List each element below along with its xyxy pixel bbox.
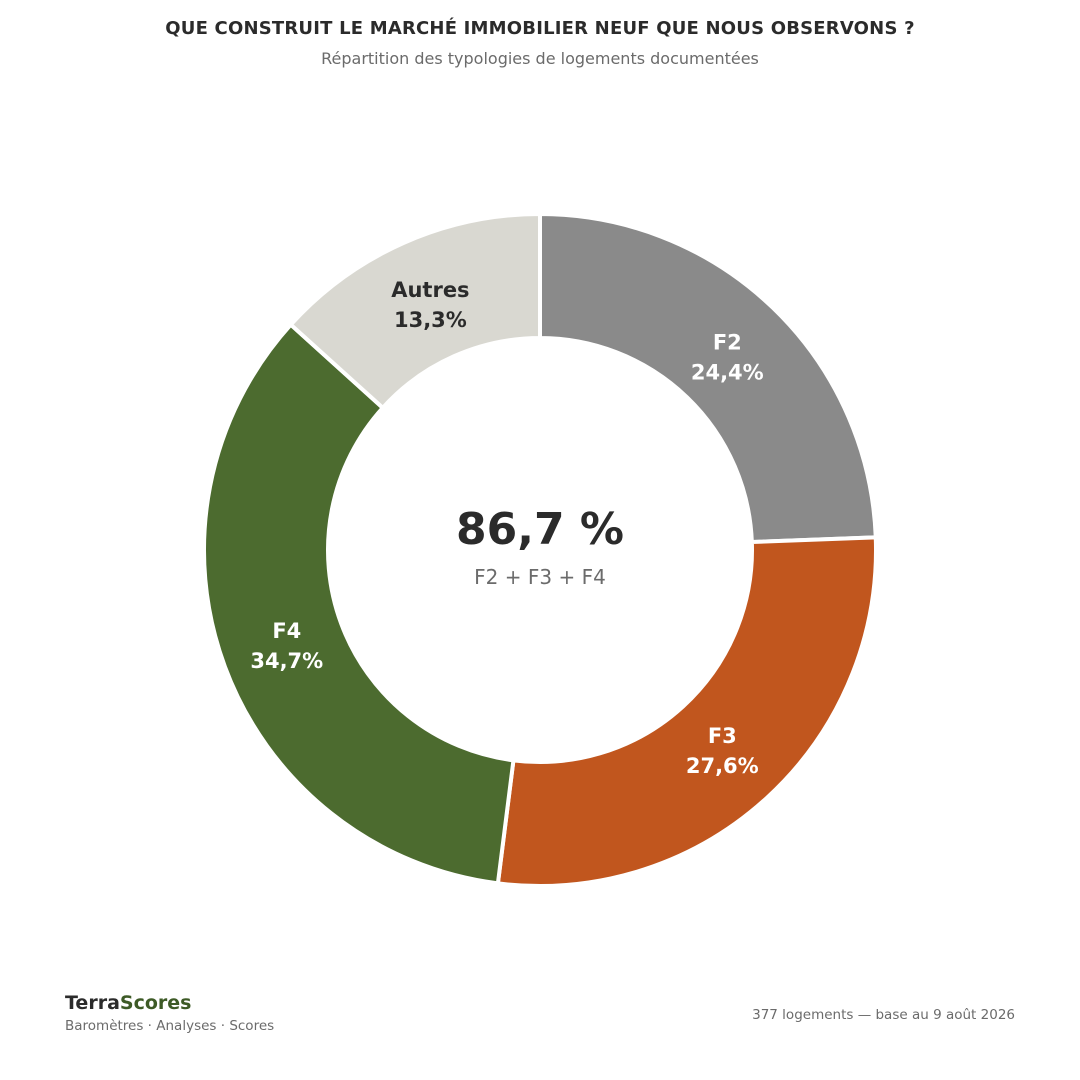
center-value: 86,7 % — [456, 504, 624, 555]
donut-slices — [202, 211, 878, 888]
slice-value-autres: 13,3% — [394, 308, 467, 332]
brand-block: TerraScores Baromètres · Analyses · Scor… — [65, 992, 274, 1034]
slice-value-f3: 27,6% — [686, 754, 759, 778]
slice-labels: F2 24,4% F3 27,6% F4 34,7% Autres 13,3% — [250, 278, 763, 778]
slice-label-f2: F2 — [713, 331, 742, 355]
slice-label-f4: F4 — [272, 619, 301, 643]
footer-note: 377 logements — base au 9 août 2026 — [752, 1007, 1015, 1023]
chart-header: QUE CONSTRUIT LE MARCHÉ IMMOBILIER NEUF … — [0, 18, 1080, 68]
chart-subtitle: Répartition des typologies de logements … — [321, 49, 759, 68]
slice-f2 — [538, 211, 878, 545]
slice-value-f2: 24,4% — [691, 361, 764, 385]
slice-f3 — [495, 535, 878, 888]
brand-tagline: Baromètres · Analyses · Scores — [65, 1018, 275, 1034]
center-label: F2 + F3 + F4 — [474, 565, 606, 589]
chart-title: QUE CONSTRUIT LE MARCHÉ IMMOBILIER NEUF … — [165, 18, 915, 39]
slice-label-autres: Autres — [391, 278, 469, 302]
slice-autres — [287, 211, 542, 411]
brand-name-part1: Terra — [65, 992, 120, 1014]
slice-label-f3: F3 — [708, 724, 737, 748]
brand-logo: TerraScores — [65, 992, 274, 1014]
slice-value-f4: 34,7% — [250, 649, 323, 673]
brand-name-part2: Scores — [119, 992, 192, 1014]
slice-f4 — [202, 321, 516, 886]
